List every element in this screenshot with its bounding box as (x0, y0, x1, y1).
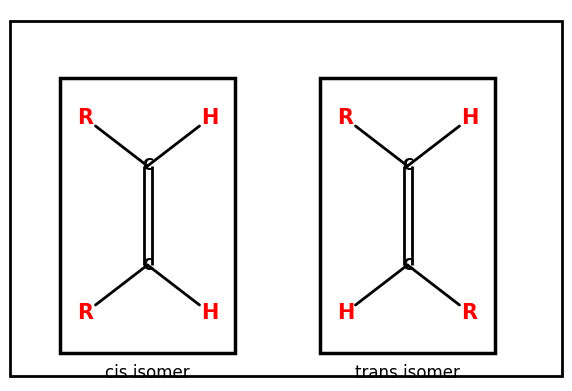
Text: C: C (402, 158, 413, 174)
Text: cis isomer: cis isomer (105, 364, 190, 382)
Text: H: H (337, 303, 354, 323)
Text: R: R (77, 108, 93, 128)
Text: C: C (142, 158, 153, 174)
Text: H: H (201, 303, 218, 323)
Text: H: H (461, 108, 478, 128)
Text: C: C (402, 258, 413, 273)
Text: R: R (337, 108, 353, 128)
FancyBboxPatch shape (10, 21, 562, 376)
Text: H: H (201, 108, 218, 128)
Text: C: C (142, 258, 153, 273)
FancyBboxPatch shape (60, 78, 235, 353)
FancyBboxPatch shape (320, 78, 495, 353)
Text: R: R (77, 303, 93, 323)
Text: trans isomer: trans isomer (355, 364, 460, 382)
Text: R: R (462, 303, 478, 323)
